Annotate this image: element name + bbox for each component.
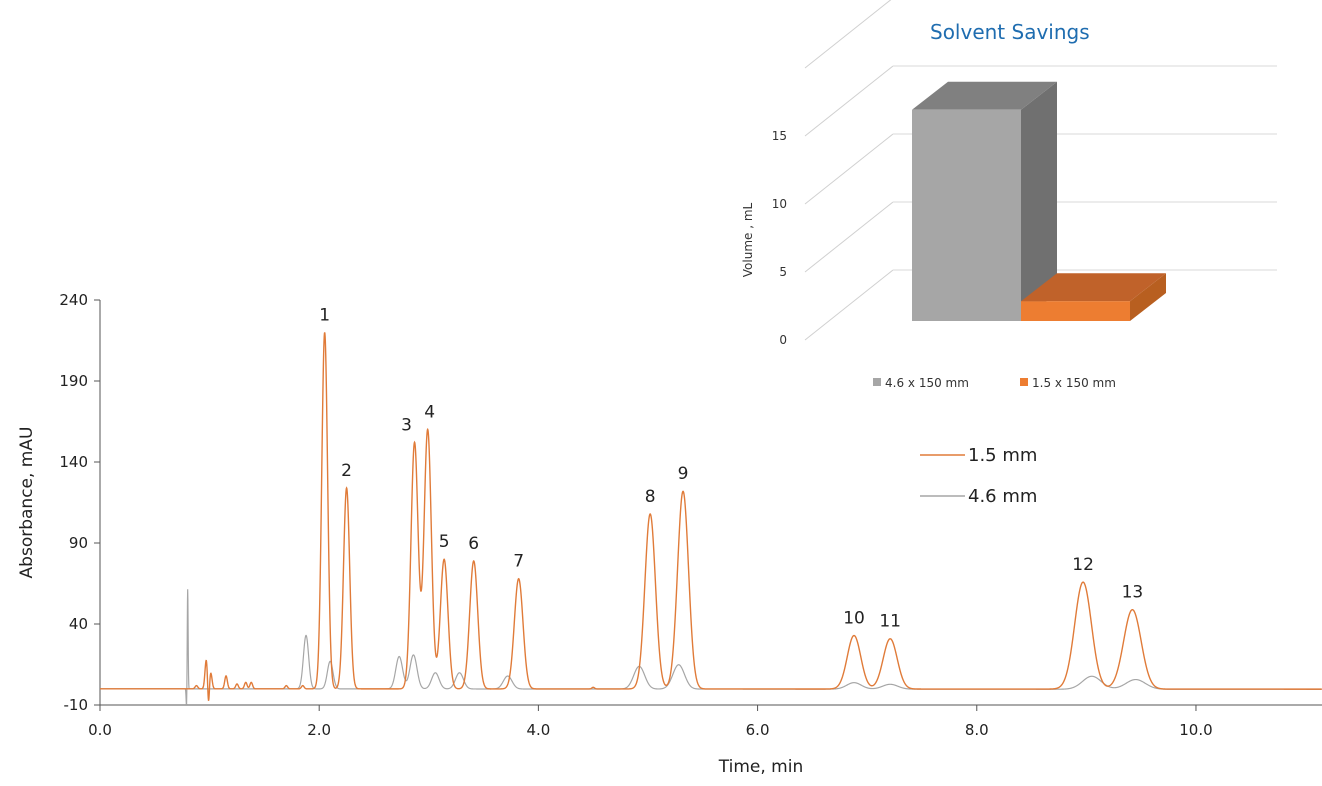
- inset-legend-swatch: [873, 378, 881, 386]
- inset-y-tick-label: 15: [772, 129, 787, 143]
- y-tick-label: 90: [69, 534, 88, 552]
- inset-depth-gridline: [804, 65, 894, 137]
- y-tick-label: 240: [59, 291, 88, 309]
- inset-depth-gridline: [804, 133, 894, 205]
- peak-label: 6: [468, 534, 479, 554]
- inset-bar-front: [1021, 301, 1130, 321]
- legend-label-1-5mm: 1.5 mm: [968, 445, 1037, 466]
- inset-depth-gridline: [804, 269, 894, 341]
- x-tick-label: 4.0: [526, 721, 550, 739]
- inset-title: Solvent Savings: [930, 20, 1090, 44]
- inset-legend-label: 4.6 x 150 mm: [885, 376, 969, 390]
- inset-bar-side: [1021, 81, 1057, 321]
- inset-depth-gridline: [804, 0, 892, 69]
- y-tick-label: 40: [69, 615, 88, 633]
- peak-label: 12: [1072, 555, 1094, 575]
- inset-y-axis-title: Volume , mL: [741, 202, 755, 277]
- peak-label: 5: [439, 532, 450, 552]
- inset-y-tick-label: 5: [779, 265, 787, 279]
- inset-y-tick-label: 0: [779, 333, 787, 347]
- inset-depth-gridline: [804, 201, 894, 273]
- x-axis-title: Time, min: [718, 757, 803, 777]
- peak-label: 7: [513, 552, 524, 572]
- inset-bar-side: [1130, 273, 1166, 321]
- inset-bar-top: [1021, 273, 1166, 302]
- y-axis-title: Absorbance, mAU: [17, 427, 37, 579]
- inset-bar-front: [912, 109, 1021, 321]
- inset-legend-label: 1.5 x 150 mm: [1032, 376, 1116, 390]
- inset-legend-swatch: [1020, 378, 1028, 386]
- x-tick-label: 0.0: [88, 721, 112, 739]
- peak-label: 3: [401, 416, 412, 436]
- peak-label: 9: [678, 464, 689, 484]
- y-tick-label: 190: [59, 372, 88, 390]
- y-tick-label: -10: [64, 696, 89, 714]
- x-tick-label: 8.0: [965, 721, 989, 739]
- peak-label: 11: [879, 612, 901, 632]
- series-4-6mm-line: [100, 589, 1322, 706]
- peak-label: 2: [341, 461, 352, 481]
- x-tick-label: 10.0: [1179, 721, 1212, 739]
- peak-label: 4: [424, 403, 435, 423]
- inset-bar-top: [912, 81, 1057, 110]
- inset-y-tick-label: 10: [772, 197, 787, 211]
- peak-label: 10: [843, 608, 865, 628]
- legend-label-4-6mm: 4.6 mm: [968, 486, 1037, 507]
- series-1-5mm-line: [100, 332, 1322, 702]
- x-tick-label: 6.0: [746, 721, 770, 739]
- x-tick-label: 2.0: [307, 721, 331, 739]
- peak-label: 8: [645, 487, 656, 507]
- y-tick-label: 140: [59, 453, 88, 471]
- peak-label: 13: [1122, 582, 1144, 602]
- peak-label: 1: [319, 305, 330, 325]
